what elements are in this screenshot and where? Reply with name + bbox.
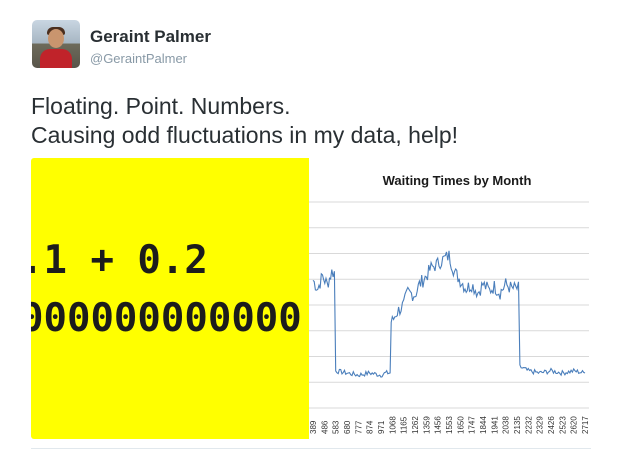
x-tick-label: 1650: [456, 416, 465, 434]
x-tick-label: 2232: [524, 416, 533, 434]
x-tick-label: 1747: [468, 416, 477, 434]
x-tick-label: 680: [343, 420, 352, 434]
divider: [31, 448, 591, 449]
x-tick-label: 1165: [400, 416, 409, 434]
x-tick-label: 874: [366, 420, 375, 434]
media-image-left[interactable]: .1 + 0.2 000000000000: [31, 158, 309, 439]
user-handle[interactable]: @GeraintPalmer: [90, 51, 188, 66]
x-tick-label: 1456: [434, 416, 443, 434]
x-tick-label: 2620: [570, 416, 579, 434]
x-tick-label: 1941: [490, 416, 499, 434]
media-image-right[interactable]: Waiting Times by Month 389 486 583 680 777 87…: [309, 158, 590, 439]
x-tick-label: 2426: [547, 416, 556, 434]
series-line: [312, 250, 586, 378]
chart-title: Waiting Times by Month: [383, 173, 532, 188]
display-name[interactable]: Geraint Palmer: [90, 27, 211, 46]
x-tick-label: 2717: [581, 416, 590, 434]
code-text-line: .1 + 0.2: [31, 238, 208, 283]
x-tick-label: 583: [332, 420, 341, 434]
x-tick-label: 1553: [445, 416, 454, 434]
x-tick-label: 486: [320, 420, 329, 434]
tweet-text-line: Floating. Point. Numbers.: [31, 93, 291, 119]
x-tick-label: 1068: [388, 416, 397, 434]
waiting-times-chart: Waiting Times by Month 389 486 583 680 777 87…: [309, 173, 590, 434]
avatar[interactable]: [32, 20, 80, 68]
x-tick-label: 2523: [558, 416, 567, 434]
x-tick-label: 777: [354, 420, 363, 434]
x-tick-label: 1359: [422, 416, 431, 434]
x-tick-label: 1844: [479, 416, 488, 434]
code-text-line: 000000000000: [31, 296, 302, 341]
tweet-text-line: Causing odd fluctuations in my data, hel…: [31, 122, 459, 148]
tweet-text: Floating. Point. Numbers. Causing odd fl…: [31, 92, 611, 150]
x-tick-label: 2135: [513, 416, 522, 434]
x-tick-label: 389: [309, 420, 318, 434]
x-tick-label: 2038: [502, 416, 511, 434]
tweet-media[interactable]: .1 + 0.2 000000000000 Waiting Times by M…: [31, 158, 590, 439]
x-tick-label: 971: [377, 420, 386, 434]
x-tick-label: 2329: [536, 416, 545, 434]
x-tick-label: 1262: [411, 416, 420, 434]
